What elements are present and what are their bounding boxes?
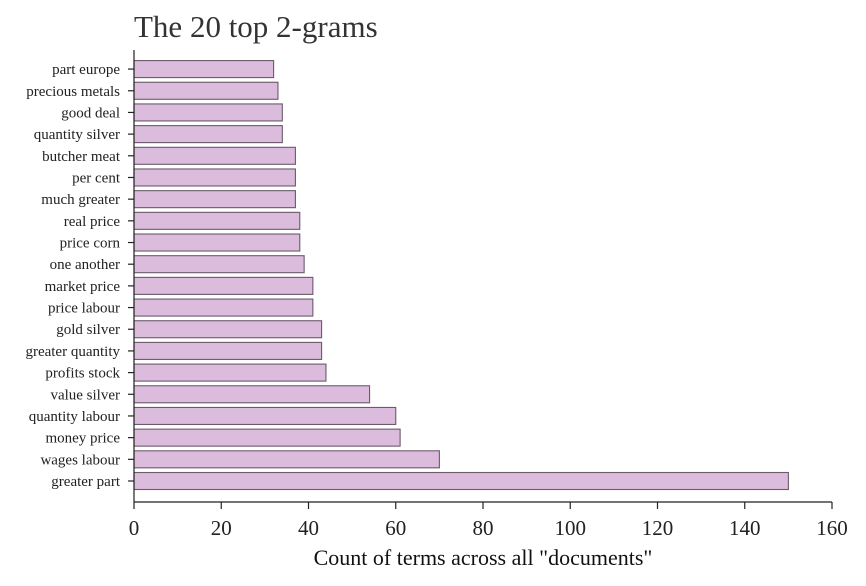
- bar-precious-metals: [133, 81, 279, 100]
- category-label: quantity labour: [29, 409, 120, 425]
- x-axis-label: Count of terms across all "documents": [314, 545, 653, 570]
- category-label: one another: [50, 257, 120, 273]
- bar-value-silver: [133, 385, 371, 404]
- category-label: greater quantity: [25, 344, 120, 360]
- x-tick-label: 20: [211, 516, 232, 540]
- category-label: profits stock: [45, 366, 120, 382]
- bar-part-europe: [133, 60, 275, 79]
- category-label: per cent: [72, 170, 121, 186]
- bar-real-price: [133, 211, 301, 230]
- bar-butcher-meat: [133, 146, 296, 165]
- category-label: good deal: [61, 105, 120, 121]
- bar-quantity-silver: [133, 125, 283, 144]
- category-label: price corn: [60, 236, 121, 252]
- chart-title: The 20 top 2-grams: [134, 9, 378, 44]
- x-axis-ticks: 0 20 40 60 80 100 120 140 160: [129, 502, 848, 540]
- category-label: greater part: [51, 474, 121, 490]
- x-tick-label: 80: [473, 516, 494, 540]
- category-label: butcher meat: [42, 149, 121, 165]
- category-label: quantity silver: [34, 127, 120, 143]
- x-tick-label: 160: [816, 516, 848, 540]
- bar-greater-quantity: [133, 341, 323, 360]
- bar-price-labour: [133, 298, 314, 317]
- bar-price-corn: [133, 233, 301, 252]
- bars-group: [133, 60, 789, 491]
- bar-market-price: [133, 276, 314, 295]
- category-labels: greater part wages labour money price quant…: [25, 62, 134, 490]
- category-label: money price: [45, 431, 120, 447]
- x-tick-label: 100: [555, 516, 587, 540]
- bar-good-deal: [133, 103, 283, 122]
- x-tick-label: 120: [642, 516, 674, 540]
- bar-gold-silver: [133, 320, 323, 339]
- bar-greater-part: [133, 471, 789, 491]
- x-tick-label: 60: [385, 516, 406, 540]
- x-tick-label: 40: [298, 516, 319, 540]
- bar-one-another: [133, 255, 305, 274]
- category-label: price labour: [48, 301, 120, 317]
- category-label: part europe: [52, 62, 120, 78]
- category-label: precious metals: [26, 84, 120, 100]
- category-label: gold silver: [56, 322, 120, 338]
- bar-quantity-labour: [133, 406, 397, 426]
- bar-profits-stock: [133, 363, 327, 382]
- category-label: much greater: [41, 192, 120, 208]
- category-label: wages labour: [40, 452, 120, 468]
- bar-per-cent: [133, 168, 296, 187]
- bar-much-greater: [133, 190, 296, 209]
- x-tick-label: 140: [729, 516, 761, 540]
- bar-wages-labour: [133, 450, 440, 469]
- category-label: value silver: [50, 387, 120, 403]
- category-label: market price: [45, 279, 121, 295]
- x-tick-label: 0: [129, 516, 140, 540]
- bar-money-price: [133, 428, 401, 447]
- category-label: real price: [64, 214, 121, 230]
